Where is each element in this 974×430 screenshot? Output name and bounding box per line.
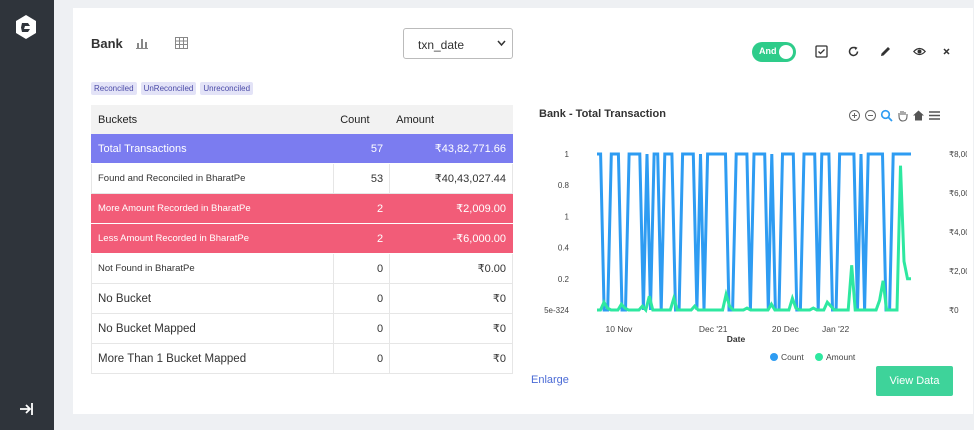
transaction-line-chart: 1 0.8 1 0.4 0.2 5e-324 ₹8,00,000 ₹6,00,000 ₹4,00… <box>544 150 967 362</box>
x-tick: Dec '21 <box>699 324 728 334</box>
tag-unreconciled[interactable]: Unreconciled <box>200 82 254 95</box>
bucket-amount: ₹0 <box>389 283 513 314</box>
legend-count[interactable]: Count <box>781 352 804 362</box>
y-right-tick: ₹6,00,000 <box>949 189 967 198</box>
series-line-amount <box>597 165 911 314</box>
close-icon[interactable] <box>940 45 953 58</box>
y-left-tick: 0.8 <box>558 181 570 190</box>
table-row[interactable]: Found and Reconciled in BharatPe 53 ₹40,43… <box>90 163 513 194</box>
zoom-out-icon[interactable] <box>864 109 877 122</box>
date-field-select[interactable]: txn_date <box>403 28 513 59</box>
bucket-amount: ₹40,43,027.44 <box>389 163 513 194</box>
bucket-count: 0 <box>333 253 391 284</box>
header-buckets[interactable]: Buckets <box>90 105 335 134</box>
bucket-amount: ₹0 <box>389 343 513 374</box>
y-left-tick: 0.4 <box>558 244 570 253</box>
bucket-count: 2 <box>333 223 391 254</box>
bucket-label: Total Transactions <box>90 133 335 164</box>
table-row[interactable]: No Bucket 0 ₹0 <box>90 283 513 314</box>
edit-pencil-icon[interactable] <box>879 45 892 58</box>
enlarge-link[interactable]: Enlarge <box>531 374 569 386</box>
header-amount[interactable]: Amount <box>389 105 513 134</box>
bank-card: Bank txn_date And Re <box>73 8 973 414</box>
x-tick: Jan '22 <box>822 324 849 334</box>
x-tick: 20 Dec <box>772 324 800 334</box>
bucket-label: No Bucket Mapped <box>90 313 335 344</box>
bucket-label: Less Amount Recorded in BharatPe <box>90 223 335 254</box>
chart-title: Bank - Total Transaction <box>539 108 666 120</box>
y-right-tick: ₹8,00,000 <box>949 150 967 159</box>
y-left-tick: 1 <box>565 212 570 221</box>
bucket-count: 0 <box>333 283 391 314</box>
tag-reconciled[interactable]: Reconciled <box>91 82 137 95</box>
y-right-tick: ₹0 <box>949 306 959 315</box>
card-title: Bank <box>91 36 123 51</box>
view-data-button[interactable]: View Data <box>876 366 953 396</box>
bucket-count: 57 <box>333 133 391 164</box>
series-line-count <box>597 152 911 312</box>
checkbox-icon[interactable] <box>815 45 828 58</box>
table-row[interactable]: Not Found in BharatPe 0 ₹0.00 <box>90 253 513 284</box>
bucket-label: More Amount Recorded in BharatPe <box>90 193 335 224</box>
logic-toggle-label: And <box>759 46 777 56</box>
bucket-amount: ₹0 <box>389 313 513 344</box>
legend-count-marker <box>770 353 778 361</box>
date-field-value: txn_date <box>418 38 465 52</box>
y-right-tick: ₹2,00,000 <box>949 267 967 276</box>
bucket-label: No Bucket <box>90 283 335 314</box>
bucket-count: 0 <box>333 343 391 374</box>
table-row[interactable]: More Amount Recorded in BharatPe 2 ₹2,009.… <box>90 193 513 224</box>
table-row[interactable]: More Than 1 Bucket Mapped 0 ₹0 <box>90 343 513 374</box>
bucket-amount: ₹0.00 <box>389 253 513 284</box>
pan-hand-icon[interactable] <box>896 109 909 122</box>
y-right-tick: ₹4,00,000 <box>949 228 967 237</box>
bucket-label: Not Found in BharatPe <box>90 253 335 284</box>
bar-chart-icon[interactable] <box>135 36 149 50</box>
x-tick: 10 Nov <box>606 324 634 334</box>
home-icon[interactable] <box>912 109 925 122</box>
legend-amount[interactable]: Amount <box>826 352 856 362</box>
sidebar <box>0 0 54 430</box>
bucket-label: Found and Reconciled in BharatPe <box>90 163 335 194</box>
table-row[interactable]: No Bucket Mapped 0 ₹0 <box>90 313 513 344</box>
y-left-tick: 0.2 <box>558 275 570 284</box>
bucket-count: 53 <box>333 163 391 194</box>
refresh-icon[interactable] <box>847 45 860 58</box>
bucket-label: More Than 1 Bucket Mapped <box>90 343 335 374</box>
app-logo-icon[interactable] <box>14 14 38 40</box>
table-row[interactable]: Total Transactions 57 ₹43,82,771.66 <box>90 133 513 164</box>
menu-icon[interactable] <box>928 109 941 122</box>
legend-amount-marker <box>815 353 823 361</box>
logic-toggle[interactable]: And <box>752 42 796 62</box>
y-left-tick: 1 <box>565 150 570 159</box>
bucket-count: 0 <box>333 313 391 344</box>
bucket-amount: ₹43,82,771.66 <box>389 133 513 164</box>
table-row[interactable]: Less Amount Recorded in BharatPe 2 -₹6,000… <box>90 223 513 254</box>
table-header-row: Buckets Count Amount <box>90 105 513 134</box>
tag-list: Reconciled UnReconciled Unreconciled <box>91 82 254 95</box>
bucket-count: 2 <box>333 193 391 224</box>
search-zoom-icon[interactable] <box>880 109 893 122</box>
logout-icon[interactable] <box>17 400 35 418</box>
bucket-amount: ₹2,009.00 <box>389 193 513 224</box>
eye-icon[interactable] <box>913 45 926 58</box>
zoom-in-icon[interactable] <box>848 109 861 122</box>
buckets-table: Buckets Count Amount Total Transactions 5… <box>90 105 513 374</box>
toggle-knob <box>779 45 793 59</box>
tag-unreconciled-alt[interactable]: UnReconciled <box>140 82 197 95</box>
bucket-amount: -₹6,000.00 <box>389 223 513 254</box>
x-axis-label: Date <box>727 334 746 344</box>
header-count[interactable]: Count <box>333 105 391 134</box>
table-icon[interactable] <box>175 37 188 49</box>
y-left-tick: 5e-324 <box>544 306 569 315</box>
chevron-down-icon <box>497 40 506 47</box>
chart-toolbar <box>848 109 941 122</box>
